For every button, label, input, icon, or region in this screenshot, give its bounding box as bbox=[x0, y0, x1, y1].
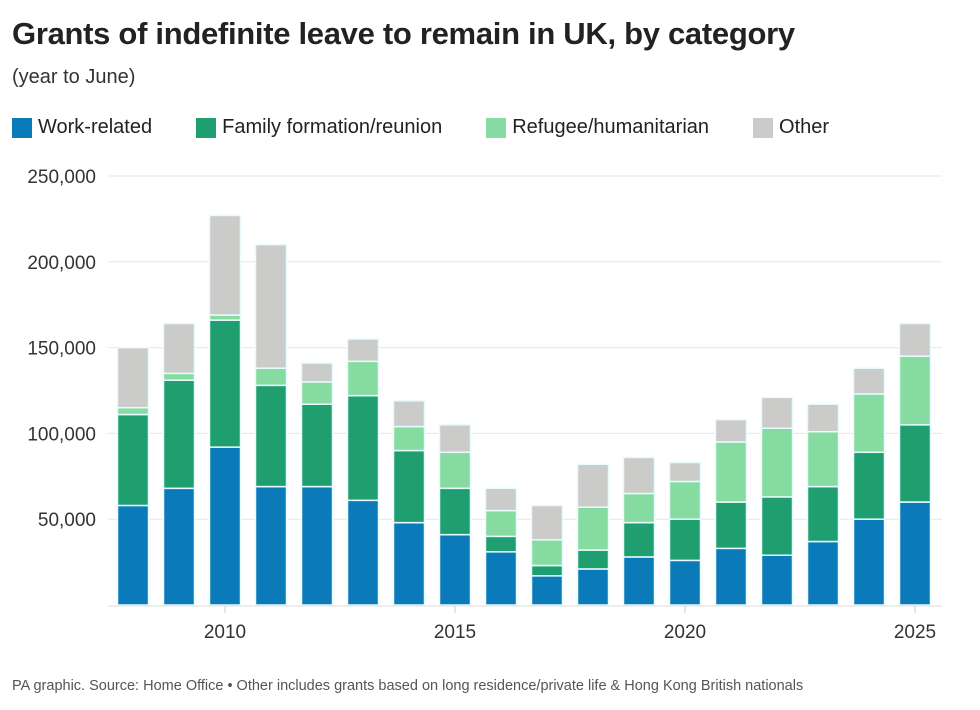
legend-item-refugee: Refugee/humanitarian bbox=[486, 116, 709, 139]
bar-segment-refugee-humanitarian bbox=[438, 451, 472, 490]
x-tick-label: 2010 bbox=[204, 622, 246, 643]
bar-segment-other bbox=[484, 487, 518, 512]
bar-segment-other bbox=[300, 362, 334, 383]
bar-segment-family-formation-reunion bbox=[346, 394, 380, 502]
bar-segment-refugee-humanitarian bbox=[254, 367, 288, 387]
legend: Work-related Family formation/reunion Re… bbox=[12, 116, 873, 139]
y-tick-label: 50,000 bbox=[38, 510, 96, 531]
bar-segment-work-related bbox=[392, 521, 426, 606]
bar-segment-family-formation-reunion bbox=[438, 487, 472, 536]
bar-segment-work-related bbox=[208, 446, 242, 606]
bar-segment-refugee-humanitarian bbox=[484, 509, 518, 538]
y-tick-label: 150,000 bbox=[27, 339, 96, 360]
bar-segment-refugee-humanitarian bbox=[852, 393, 886, 454]
bar-segment-other bbox=[254, 243, 288, 369]
bar-segment-work-related bbox=[438, 533, 472, 606]
bar-segment-other bbox=[760, 396, 794, 430]
bar-segment-refugee-humanitarian bbox=[806, 430, 840, 488]
bar-segment-other bbox=[346, 338, 380, 363]
bar-segment-work-related bbox=[760, 554, 794, 606]
legend-item-family: Family formation/reunion bbox=[196, 116, 442, 139]
bar-segment-work-related bbox=[116, 504, 150, 606]
legend-label: Other bbox=[779, 116, 830, 138]
bar-segment-work-related bbox=[530, 575, 564, 606]
bar-segment-family-formation-reunion bbox=[392, 449, 426, 524]
bar-segment-family-formation-reunion bbox=[254, 384, 288, 488]
bar-segment-other bbox=[576, 463, 610, 508]
bar-segment-other bbox=[530, 504, 564, 541]
bar-segment-work-related bbox=[162, 487, 196, 606]
bar-segment-work-related bbox=[852, 518, 886, 606]
legend-swatch bbox=[196, 117, 217, 138]
bar-segment-refugee-humanitarian bbox=[530, 539, 564, 567]
bar-segment-work-related bbox=[714, 547, 748, 606]
bar-segment-work-related bbox=[300, 485, 334, 606]
bar-segment-other bbox=[116, 346, 150, 409]
x-tick-label: 2025 bbox=[894, 622, 936, 643]
bar-segment-family-formation-reunion bbox=[760, 496, 794, 556]
x-tick-label: 2015 bbox=[434, 622, 476, 643]
bar-segment-refugee-humanitarian bbox=[300, 381, 334, 405]
bar-segment-family-formation-reunion bbox=[116, 413, 150, 507]
bar-segment-family-formation-reunion bbox=[484, 535, 518, 553]
bar-segment-refugee-humanitarian bbox=[208, 314, 242, 321]
bar-segment-work-related bbox=[668, 559, 702, 606]
bar-segment-refugee-humanitarian bbox=[392, 425, 426, 452]
legend-swatch bbox=[486, 117, 507, 138]
bar-segment-family-formation-reunion bbox=[576, 549, 610, 570]
bar-segment-other bbox=[622, 456, 656, 495]
bar-segment-refugee-humanitarian bbox=[116, 406, 150, 416]
bar-segment-family-formation-reunion bbox=[208, 319, 242, 448]
bar-segment-family-formation-reunion bbox=[806, 485, 840, 543]
bar-segment-refugee-humanitarian bbox=[622, 492, 656, 524]
bar-segment-work-related bbox=[806, 540, 840, 606]
legend-swatch bbox=[753, 117, 774, 138]
bar-segment-work-related bbox=[254, 485, 288, 606]
bar-segment-family-formation-reunion bbox=[714, 501, 748, 550]
bar-segment-other bbox=[392, 400, 426, 428]
bar-segment-refugee-humanitarian bbox=[162, 372, 196, 381]
legend-label: Refugee/humanitarian bbox=[512, 116, 710, 138]
bar-segment-refugee-humanitarian bbox=[760, 427, 794, 498]
bar-segment-work-related bbox=[898, 501, 932, 606]
source-footer: PA graphic. Source: Home Office • Other … bbox=[12, 678, 804, 694]
bar-segment-family-formation-reunion bbox=[622, 521, 656, 558]
bar-segment-work-related bbox=[346, 499, 380, 606]
legend-swatch bbox=[12, 117, 32, 138]
bar-segment-refugee-humanitarian bbox=[668, 480, 702, 520]
y-tick-label: 200,000 bbox=[27, 253, 96, 274]
bar-segment-other bbox=[806, 403, 840, 433]
bar-segment-other bbox=[852, 367, 886, 395]
bar-segment-other bbox=[714, 418, 748, 443]
bar-segment-refugee-humanitarian bbox=[898, 355, 932, 426]
bar-segment-other bbox=[668, 461, 702, 483]
chart-subtitle: (year to June) bbox=[12, 66, 136, 88]
bar-segment-other bbox=[438, 424, 472, 454]
bar-segment-family-formation-reunion bbox=[668, 518, 702, 562]
bar-segment-family-formation-reunion bbox=[300, 403, 334, 488]
bar-segment-refugee-humanitarian bbox=[714, 441, 748, 503]
legend-item-other: Other bbox=[753, 116, 829, 139]
bar-segment-other bbox=[898, 322, 932, 357]
bar-segment-work-related bbox=[622, 556, 656, 606]
bar-segment-work-related bbox=[484, 551, 518, 606]
legend-label: Work-related bbox=[38, 116, 153, 138]
bar-segment-refugee-humanitarian bbox=[346, 360, 380, 397]
bar-segment-other bbox=[162, 322, 196, 375]
bar-segment-work-related bbox=[576, 568, 610, 606]
legend-item-work: Work-related bbox=[12, 116, 152, 139]
x-tick-label: 2020 bbox=[664, 622, 706, 643]
bar-segment-other bbox=[208, 214, 242, 316]
chart-title: Grants of indefinite leave to remain in … bbox=[12, 16, 795, 51]
y-tick-label: 250,000 bbox=[27, 167, 96, 188]
bar-segment-family-formation-reunion bbox=[530, 564, 564, 577]
legend-label: Family formation/reunion bbox=[222, 116, 443, 138]
bar-segment-family-formation-reunion bbox=[852, 451, 886, 520]
y-tick-label: 100,000 bbox=[27, 424, 96, 445]
bar-segment-family-formation-reunion bbox=[162, 379, 196, 490]
bar-segment-refugee-humanitarian bbox=[576, 506, 610, 551]
bar-segment-family-formation-reunion bbox=[898, 424, 932, 503]
